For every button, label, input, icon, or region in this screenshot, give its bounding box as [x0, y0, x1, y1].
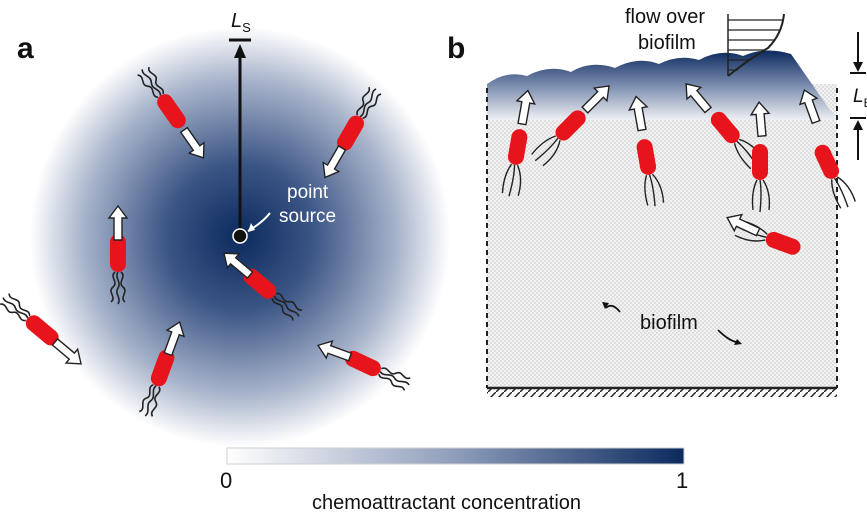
panel-a [0, 27, 450, 447]
flow-label-line2: biofilm [638, 32, 696, 54]
substrate-hatch [487, 389, 837, 397]
panel-b [486, 13, 866, 397]
panel-label-b: b [447, 32, 466, 65]
bacterium [109, 233, 127, 305]
colorbar [226, 447, 685, 465]
biofilm-surface-layer [487, 50, 837, 120]
biofilm-label: biofilm [640, 312, 698, 334]
biofilm-pointer-left [605, 304, 621, 313]
colorbar-title: chemoattractant concentration [312, 492, 582, 514]
flow-profile [727, 13, 785, 77]
colorbar-min-label: 0 [220, 468, 233, 493]
flow-label-line1: flow over [625, 6, 706, 28]
ls-label: LS [231, 10, 251, 35]
lb-label: LB [853, 86, 867, 110]
lb-indicator [850, 32, 866, 160]
panel-label-a: a [17, 32, 34, 65]
point-source-marker [232, 228, 248, 244]
ls-arrowhead [234, 44, 246, 58]
biofilm-pointer-right [717, 329, 737, 343]
point-source-label-line2: source [279, 206, 337, 227]
point-source-label-line1: point [287, 182, 329, 203]
colorbar-max-label: 1 [676, 468, 689, 493]
